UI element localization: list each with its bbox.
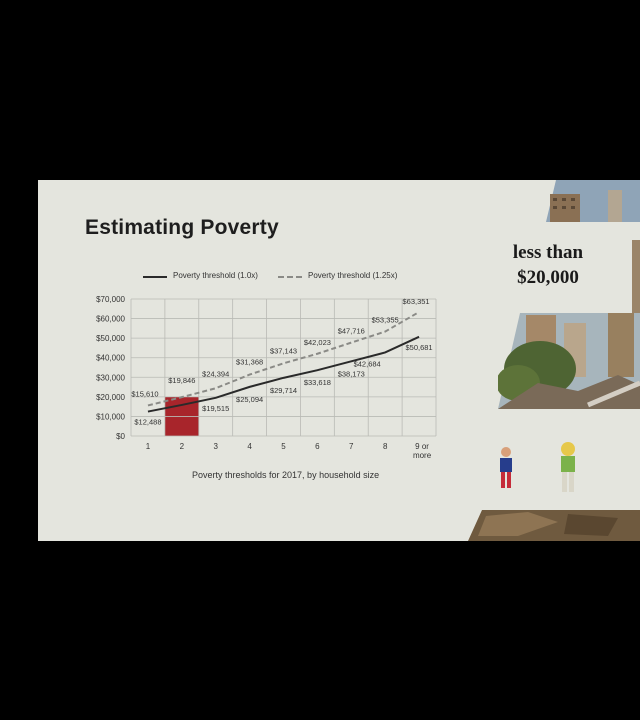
headline-line-1: less than	[512, 242, 584, 263]
y-tick-label: $0	[116, 432, 125, 441]
data-label-threshold: $33,618	[304, 378, 331, 387]
x-tick-label: 1	[146, 442, 151, 451]
data-label-threshold-125: $53,355	[372, 316, 399, 325]
legend-item-threshold: Poverty threshold (1.0x)	[143, 271, 258, 280]
poverty-chart: $0 $10,000 $20,000 $30,000 $40,000 $50,000 $60…	[96, 295, 437, 460]
data-label-threshold: $25,094	[236, 395, 263, 404]
x-tick-label: 7	[349, 442, 354, 451]
y-tick-label: $60,000	[96, 315, 125, 324]
headline-line-2: $20,000	[517, 267, 579, 288]
legend-label-threshold-125: Poverty threshold (1.25x)	[308, 271, 398, 280]
y-tick-label: $70,000	[96, 295, 125, 304]
data-label-threshold-125: $63,351	[402, 297, 429, 306]
data-label-threshold-125: $37,143	[270, 346, 297, 355]
y-tick-label: $20,000	[96, 393, 125, 402]
x-tick-label: 5	[281, 442, 286, 451]
figurines-illustration	[500, 442, 575, 492]
legend-dashed-line	[278, 276, 302, 278]
x-tick-label: 8	[383, 442, 388, 451]
x-tick-label: 4	[247, 442, 252, 451]
data-label-threshold: $38,173	[338, 369, 365, 378]
legend-solid-line	[143, 276, 167, 278]
y-tick-label: $50,000	[96, 334, 125, 343]
data-label-threshold-125: $15,610	[131, 389, 158, 398]
y-tick-label: $30,000	[96, 373, 125, 382]
data-label-threshold: $50,681	[405, 343, 432, 352]
slide: Estimating Poverty Poverty threshold (1.…	[38, 180, 640, 541]
data-label-threshold-125: $31,368	[236, 358, 263, 367]
x-tick-label: 6	[315, 442, 320, 451]
data-label-threshold-125: $19,846	[168, 376, 195, 385]
data-label-threshold-125: $24,394	[202, 369, 229, 378]
demolition-site-photo	[498, 313, 640, 409]
x-tick-label: 2	[180, 442, 185, 451]
series-line-threshold-125	[147, 311, 420, 407]
x-tick-label: 9 or	[415, 442, 429, 451]
data-label-threshold-125: $47,716	[338, 327, 365, 336]
data-label-threshold-125: $42,023	[304, 338, 331, 347]
y-tick-label: $40,000	[96, 354, 125, 363]
y-tick-label: $10,000	[96, 412, 125, 421]
headline: less than $20,000	[498, 240, 598, 290]
x-tick-label: 3	[213, 442, 218, 451]
rubble-photo	[468, 510, 640, 541]
legend-label-threshold: Poverty threshold (1.0x)	[173, 271, 258, 280]
chart-caption: Poverty thresholds for 2017, by househol…	[192, 470, 380, 480]
data-label-threshold: $12,488	[134, 418, 161, 427]
data-label-threshold: $29,714	[270, 386, 297, 395]
legend-item-threshold-125: Poverty threshold (1.25x)	[278, 271, 397, 280]
series-line-threshold	[147, 335, 420, 413]
tower-edge-photo	[632, 240, 640, 320]
slide-title: Estimating Poverty	[85, 216, 279, 239]
data-label-threshold: $42,684	[354, 359, 381, 368]
x-tick-label: more	[413, 451, 432, 460]
city-skyline-photo	[546, 180, 640, 222]
data-label-threshold: $19,515	[202, 404, 229, 413]
